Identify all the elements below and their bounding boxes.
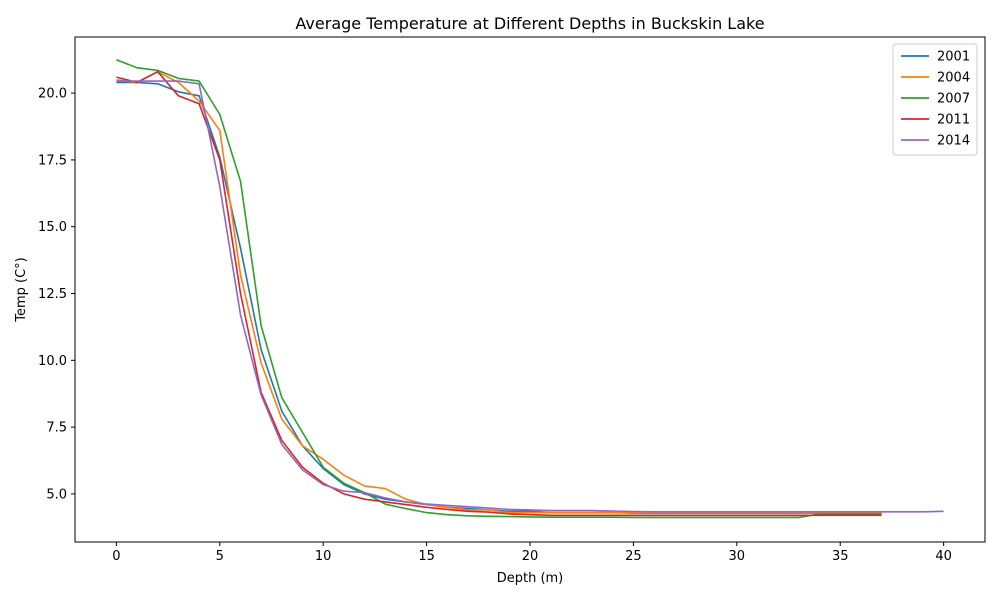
- chart-title: Average Temperature at Different Depths …: [295, 14, 764, 33]
- legend-label-2007: 2007: [937, 92, 970, 107]
- y-tick-label: 17.5: [38, 153, 67, 168]
- legend-label-2001: 2001: [937, 50, 970, 65]
- x-tick-label: 40: [935, 549, 952, 564]
- y-tick-label: 10.0: [38, 354, 67, 369]
- series-line-2007: [116, 58, 882, 519]
- x-tick-label: 25: [625, 549, 642, 564]
- x-tick-label: 20: [522, 549, 539, 564]
- x-axis: 0 5 10 15 20 25 30 35 40: [112, 542, 952, 564]
- series-line-2011: [116, 70, 882, 517]
- legend: 2001 2004 2007 2011 2014: [892, 43, 978, 156]
- x-tick-label: 5: [216, 549, 224, 564]
- y-axis-title: Temp (C°): [14, 257, 29, 323]
- legend-label-2011: 2011: [937, 113, 970, 128]
- y-tick-label: 12.5: [38, 287, 67, 302]
- series-lines: [116, 58, 944, 519]
- legend-box: [892, 43, 978, 156]
- x-tick-label: 30: [729, 549, 746, 564]
- y-tick-label: 7.5: [46, 421, 67, 436]
- x-tick-label: 0: [112, 549, 120, 564]
- x-tick-label: 10: [315, 549, 332, 564]
- y-tick-label: 20.0: [38, 87, 67, 102]
- y-tick-label: 5.0: [46, 487, 67, 502]
- series-line-2014: [116, 80, 944, 513]
- x-tick-label: 35: [832, 549, 849, 564]
- x-tick-label: 15: [418, 549, 435, 564]
- legend-label-2014: 2014: [937, 134, 970, 149]
- x-axis-title: Depth (m): [497, 571, 564, 586]
- y-tick-label: 15.0: [38, 220, 67, 235]
- y-axis: 5.0 7.5 10.0 12.5 15.0 17.5 20.0: [38, 87, 75, 502]
- legend-label-2004: 2004: [937, 71, 970, 86]
